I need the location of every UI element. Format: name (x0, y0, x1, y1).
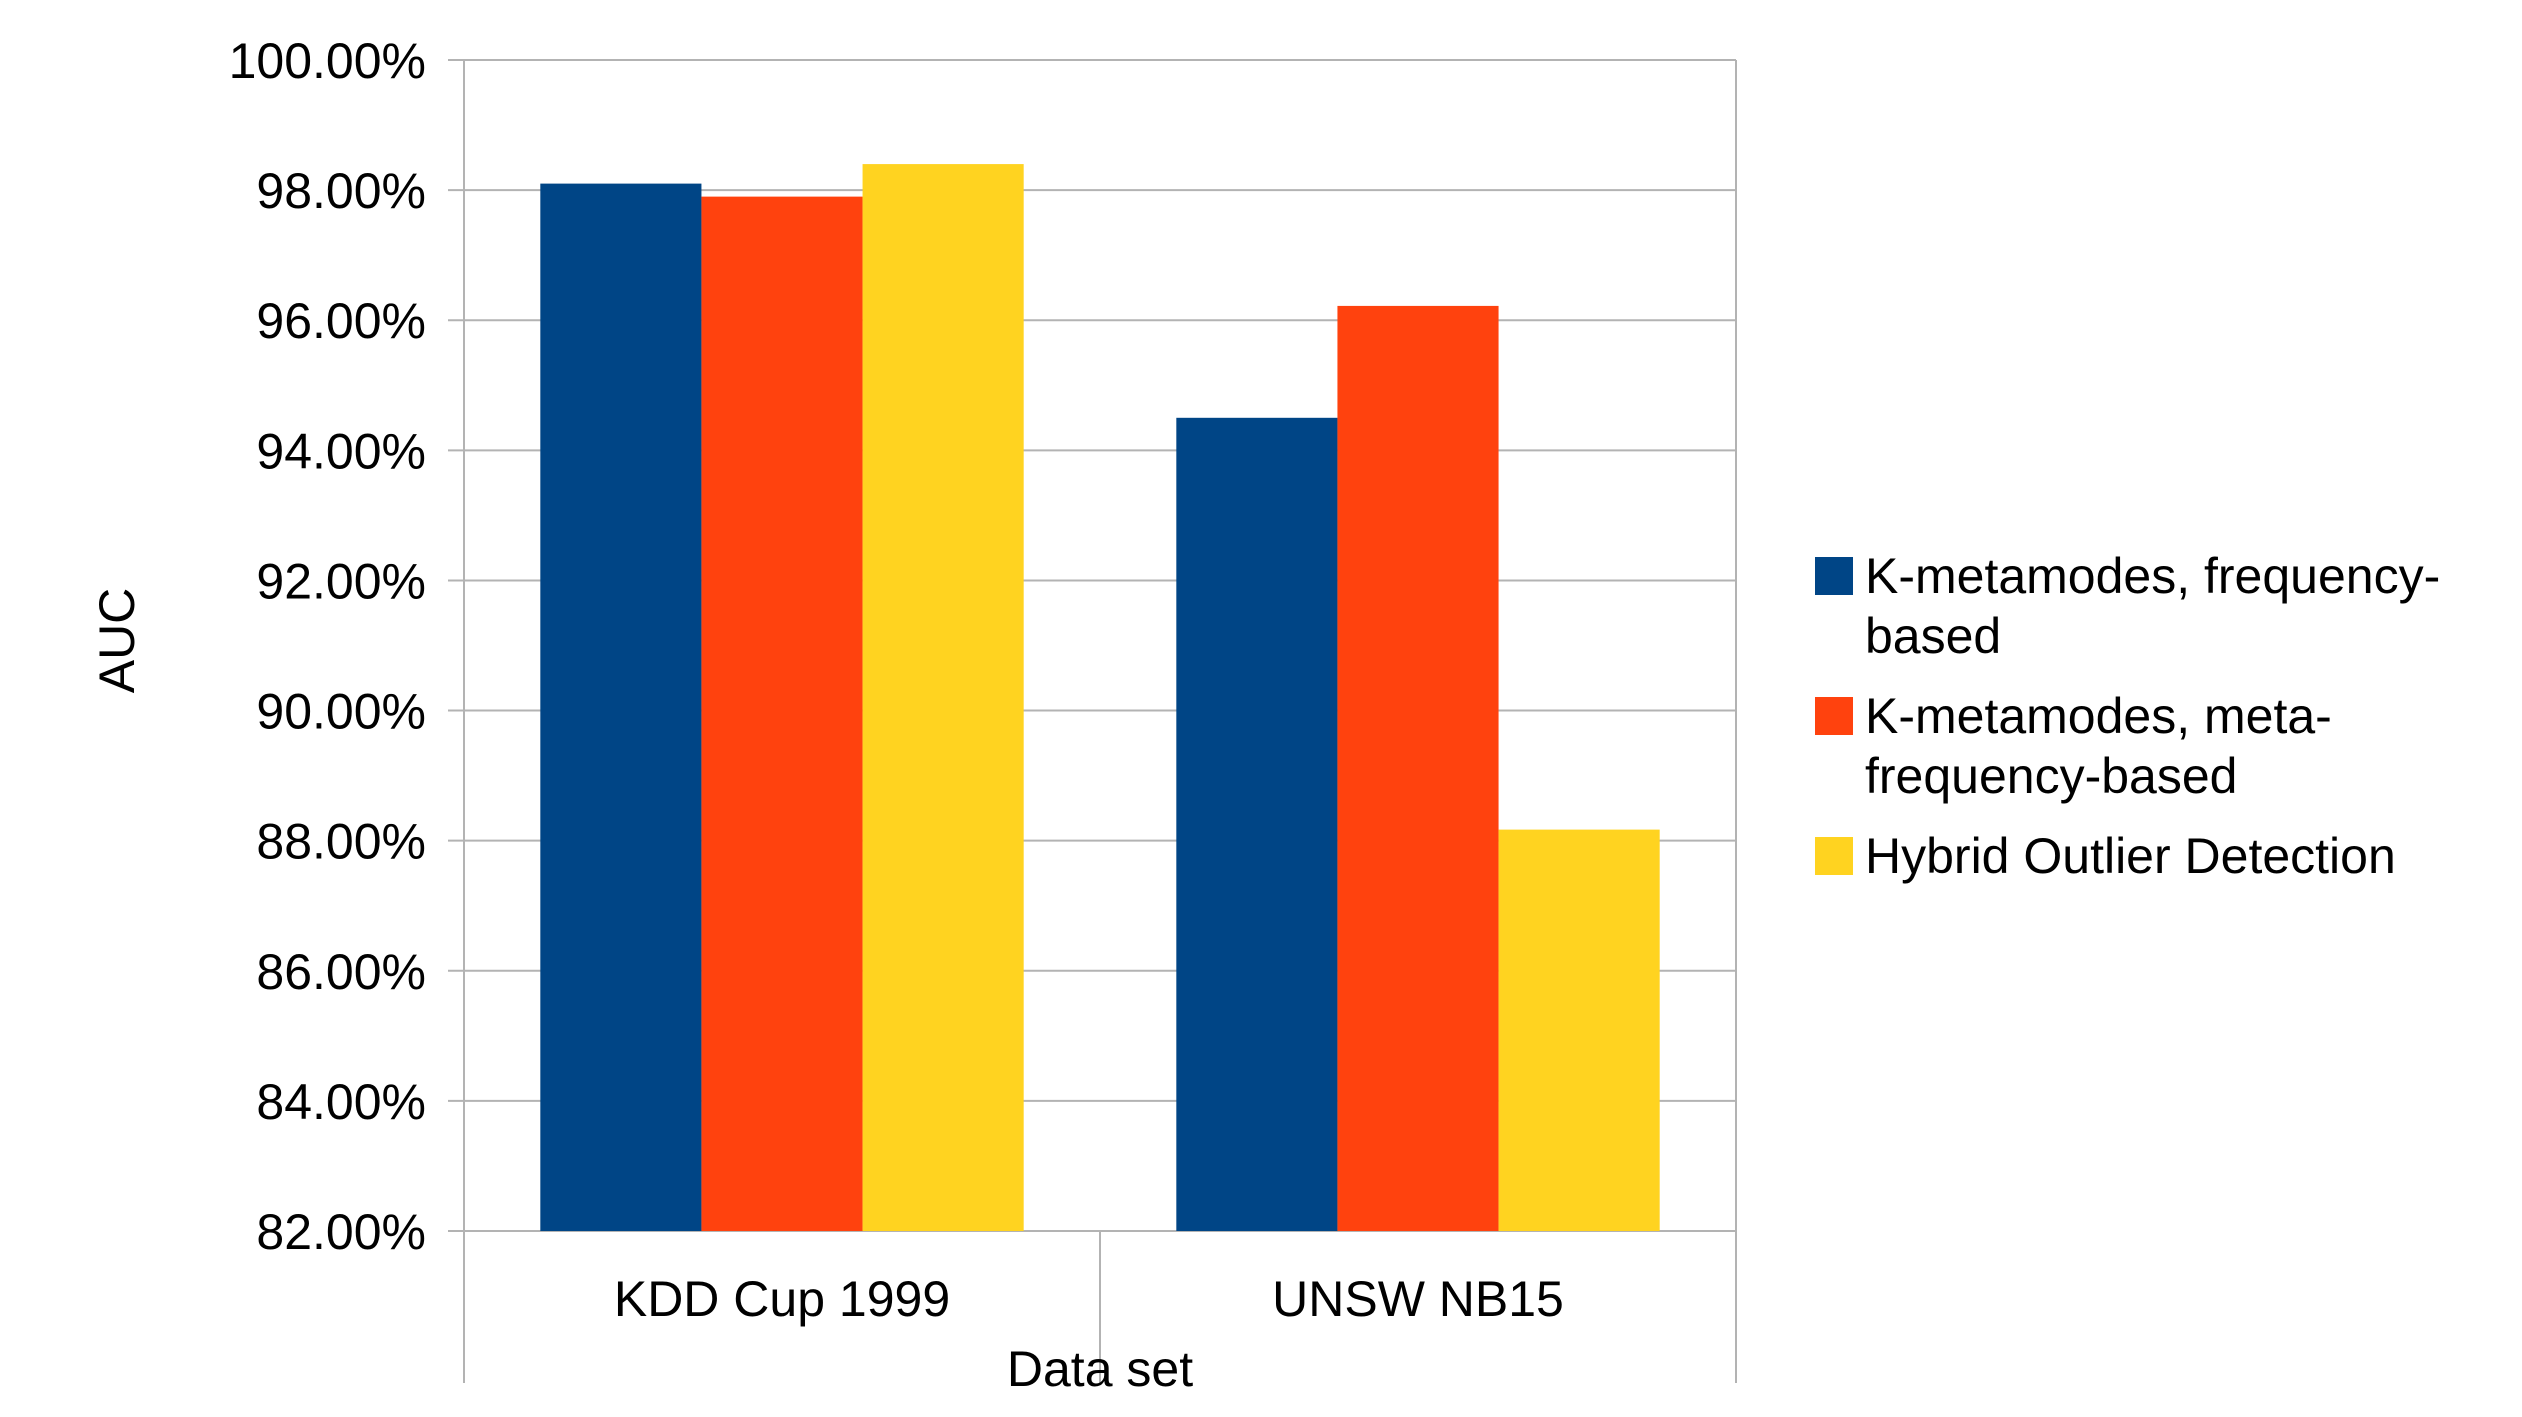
y-axis-title: AUC (89, 588, 145, 694)
bar (701, 196, 863, 1231)
legend-label: based (1865, 608, 2001, 664)
bar (1337, 305, 1499, 1231)
legend-label: Hybrid Outlier Detection (1865, 828, 2396, 884)
y-tick-label: 96.00% (256, 293, 426, 349)
legend-label: K-metamodes, frequency- (1865, 548, 2440, 604)
legend-swatch (1815, 557, 1853, 595)
y-tick-label: 92.00% (256, 553, 426, 609)
bar (540, 183, 702, 1231)
y-tick-label: 90.00% (256, 684, 426, 740)
bar (1176, 417, 1338, 1231)
x-axis-tick-labels: KDD Cup 1999 UNSW NB15 (614, 1271, 1564, 1327)
y-tick-label: 88.00% (256, 814, 426, 870)
bar (1498, 829, 1660, 1231)
legend-swatch (1815, 837, 1853, 875)
y-tick-label: 82.00% (256, 1204, 426, 1260)
bars (540, 164, 1660, 1232)
legend-label: K-metamodes, meta- (1865, 688, 2332, 744)
y-tick-label: 94.00% (256, 423, 426, 479)
x-axis-title: Data set (1007, 1341, 1193, 1397)
legend: K-metamodes, frequency-based K-metamodes,… (1815, 548, 2440, 884)
x-tick-label: KDD Cup 1999 (614, 1271, 950, 1327)
y-axis-tick-labels: 82.00% 84.00% 86.00% 88.00% 90.00% 92.00% 94.0… (229, 33, 426, 1260)
legend-label: frequency-based (1865, 748, 2237, 804)
bar (862, 164, 1024, 1232)
y-tick-label: 86.00% (256, 944, 426, 1000)
y-tick-label: 84.00% (256, 1074, 426, 1130)
y-tick-label: 98.00% (256, 163, 426, 219)
legend-swatch (1815, 697, 1853, 735)
y-tick-label: 100.00% (229, 33, 426, 89)
x-tick-label: UNSW NB15 (1272, 1271, 1564, 1327)
